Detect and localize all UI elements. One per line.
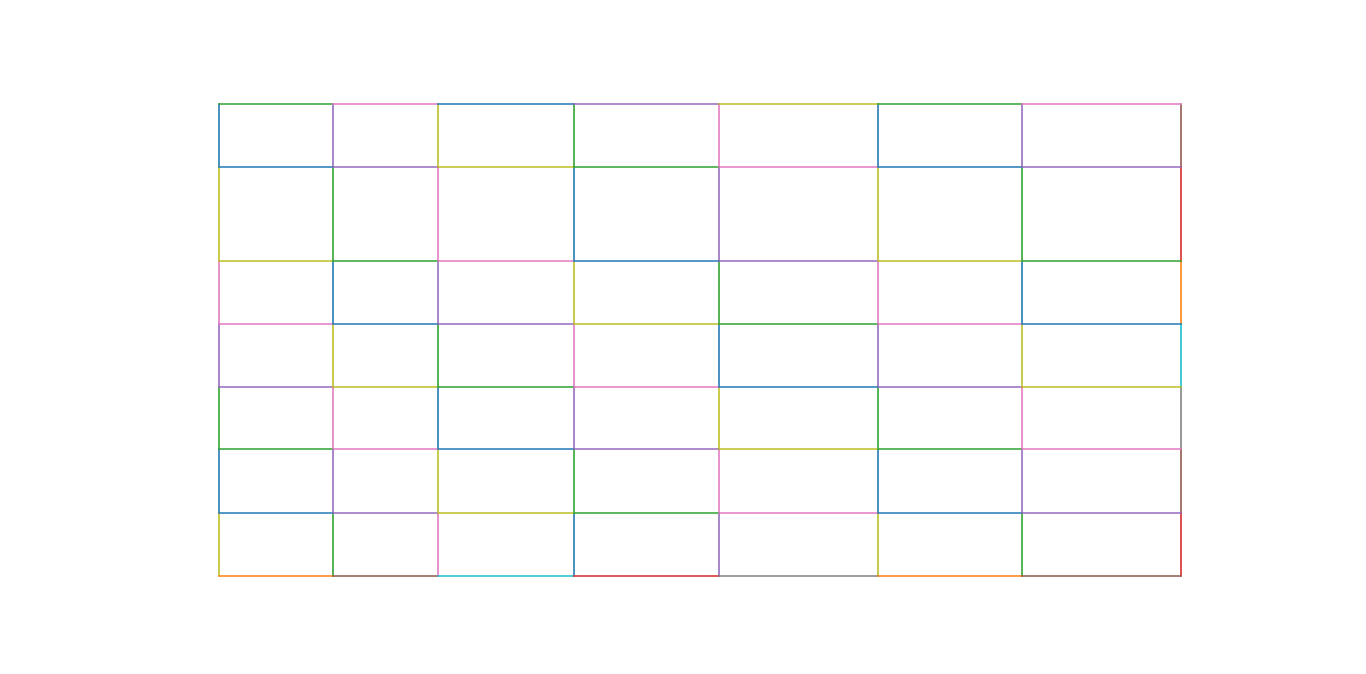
segment-grid (218, 103, 1182, 577)
